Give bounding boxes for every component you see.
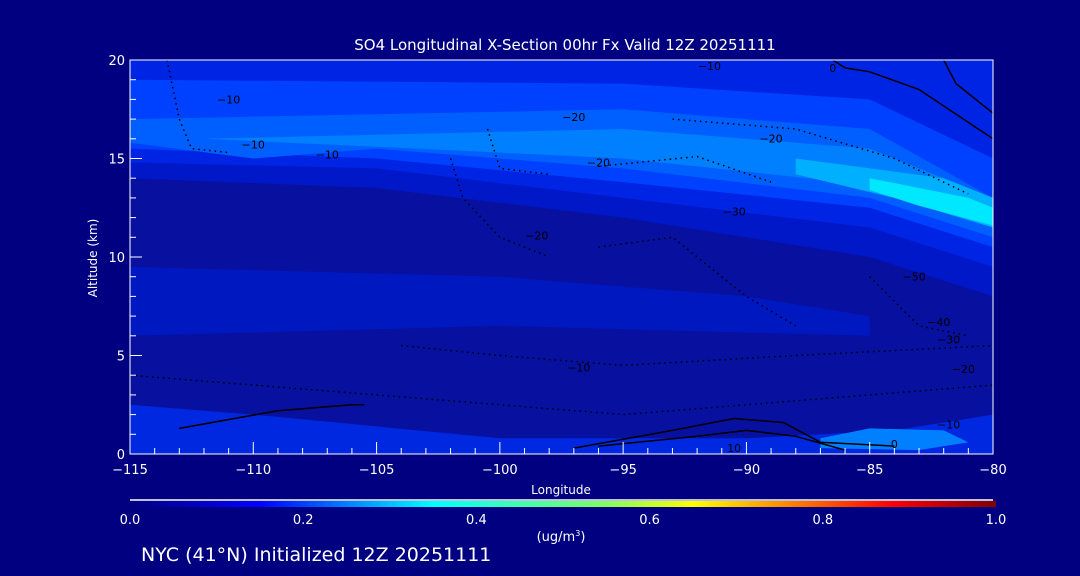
field-band-6: [204, 129, 993, 228]
solid-contour-2: [598, 429, 846, 451]
contour-label: −10: [316, 149, 339, 162]
field-band-9: [130, 404, 993, 454]
dotted-contour-0: [166, 60, 229, 154]
y-tick-label: 15: [108, 153, 125, 168]
contour-label: −20: [562, 111, 585, 124]
chart-title: SO4 Longitudinal X-Section 00hr Fx Valid…: [354, 36, 775, 54]
contour-label: 10: [727, 442, 741, 455]
dotted-contour-1: [449, 158, 550, 258]
dotted-contour-4: [672, 118, 969, 195]
x-tick-label: −115: [112, 463, 148, 478]
contour-label: −30: [937, 334, 960, 347]
x-tick-label: −95: [609, 463, 636, 478]
solid-contour-3: [832, 60, 993, 140]
field-layer: [130, 60, 993, 454]
x-axis: −115 −110 −105 −100 −95 −90 −85 −80: [112, 442, 1007, 478]
contour-label: 0: [891, 438, 898, 451]
y-tick-label: 5: [117, 350, 125, 365]
contour-label: −10: [242, 139, 265, 152]
dotted-contour-7: [598, 236, 797, 327]
y-tick-label: 0: [117, 448, 125, 463]
colorbar-tick-label: 0.6: [639, 513, 660, 528]
colorbar-tick-label: 1.0: [986, 513, 1007, 528]
dotted-contour-5: [401, 344, 993, 367]
contour-label: −20: [525, 229, 548, 242]
contour-label: 0: [829, 62, 836, 75]
x-tick-label: −90: [733, 463, 760, 478]
y-tick-label: 10: [108, 251, 125, 266]
solid-contour-4: [943, 60, 993, 114]
x-axis-label: Longitude: [531, 483, 591, 497]
contour-label: −20: [759, 133, 782, 146]
solid-contour-0: [179, 404, 365, 430]
y-axis: 0 5 10 15 20: [108, 54, 142, 463]
colorbar-tick-label: 0.4: [466, 513, 487, 528]
contour-label: −10: [217, 93, 240, 106]
x-tick-label: −110: [235, 463, 271, 478]
field-band-8: [869, 178, 993, 226]
x-tick-label: −100: [482, 463, 518, 478]
x-tick-label: −85: [856, 463, 883, 478]
colorbar-tick-label: 0.8: [812, 513, 833, 528]
dotted-contour-3: [598, 155, 772, 183]
contour-label: −30: [722, 206, 745, 219]
field-band-1: [130, 266, 870, 336]
x-tick-label: −105: [359, 463, 395, 478]
footer-caption: NYC (41°N) Initialized 12Z 20251111: [141, 544, 491, 566]
contour-label: −20: [952, 363, 975, 376]
y-tick-label: 20: [108, 54, 125, 69]
colorbar-ticks: 0.0 0.2 0.4 0.6 0.8 1.0: [120, 513, 1007, 528]
colorbar-tick-label: 0.0: [120, 513, 141, 528]
contour-label: −10: [937, 418, 960, 431]
y-axis-label: Altitude (km): [86, 219, 100, 298]
solid-contour-1: [573, 417, 895, 449]
dotted-contour-8: [869, 276, 969, 337]
contour-label: −50: [902, 271, 925, 284]
contour-label: −10: [698, 60, 721, 73]
colorbar: [130, 501, 996, 507]
contour-label: −20: [587, 156, 610, 169]
contour-labels: −10 −10 −10 −10 0 −20 −20 −20 −30 −20 −50 −40 −30 −20…: [217, 60, 975, 455]
contour-layer: [130, 60, 993, 451]
colorbar-tick-label: 0.2: [293, 513, 314, 528]
x-tick-label: −80: [979, 463, 1006, 478]
contour-label: −40: [927, 316, 950, 329]
colorbar-label: (ug/m3): [537, 529, 586, 545]
contour-label: −10: [567, 361, 590, 374]
